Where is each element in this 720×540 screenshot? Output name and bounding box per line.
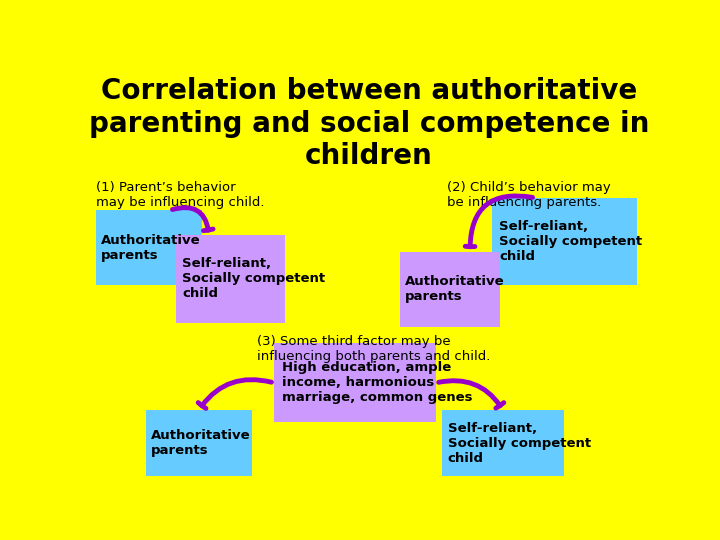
- FancyBboxPatch shape: [441, 410, 564, 476]
- Text: Authoritative
parents: Authoritative parents: [101, 234, 200, 262]
- Text: Self-reliant,
Socially competent
child: Self-reliant, Socially competent child: [499, 220, 642, 263]
- FancyBboxPatch shape: [274, 343, 436, 422]
- FancyBboxPatch shape: [492, 198, 637, 285]
- Text: High education, ample
income, harmonious
marriage, common genes: High education, ample income, harmonious…: [282, 361, 473, 404]
- Text: (2) Child’s behavior may
be influencing parents.: (2) Child’s behavior may be influencing …: [447, 181, 611, 209]
- Text: (3) Some third factor may be
influencing both parents and child.: (3) Some third factor may be influencing…: [258, 335, 491, 363]
- FancyBboxPatch shape: [400, 252, 500, 327]
- FancyBboxPatch shape: [96, 211, 202, 285]
- FancyBboxPatch shape: [176, 235, 285, 322]
- Text: (1) Parent’s behavior
may be influencing child.: (1) Parent’s behavior may be influencing…: [96, 181, 264, 209]
- Text: Self-reliant,
Socially competent
child: Self-reliant, Socially competent child: [182, 258, 325, 300]
- Text: Authoritative
parents: Authoritative parents: [151, 429, 251, 457]
- Text: Authoritative
parents: Authoritative parents: [405, 275, 504, 303]
- Text: Correlation between authoritative
parenting and social competence in
children: Correlation between authoritative parent…: [89, 77, 649, 170]
- Text: Self-reliant,
Socially competent
child: Self-reliant, Socially competent child: [448, 422, 591, 465]
- FancyBboxPatch shape: [145, 410, 252, 476]
